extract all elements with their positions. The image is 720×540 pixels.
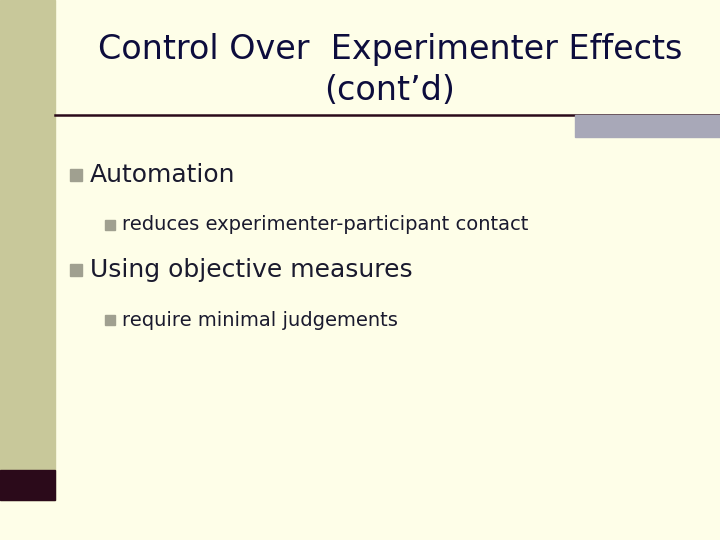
Text: Automation: Automation <box>90 163 235 187</box>
Bar <box>70 169 82 181</box>
Bar <box>0 0 55 500</box>
Text: reduces experimenter-participant contact: reduces experimenter-participant contact <box>122 215 528 234</box>
Bar <box>575 115 720 137</box>
Bar <box>0 470 55 500</box>
Text: require minimal judgements: require minimal judgements <box>122 310 398 329</box>
Text: Using objective measures: Using objective measures <box>90 258 413 282</box>
Bar <box>105 315 115 325</box>
Bar <box>105 220 115 230</box>
Text: Control Over  Experimenter Effects: Control Over Experimenter Effects <box>98 33 682 66</box>
Bar <box>70 264 82 276</box>
Text: (cont’d): (cont’d) <box>325 73 456 106</box>
